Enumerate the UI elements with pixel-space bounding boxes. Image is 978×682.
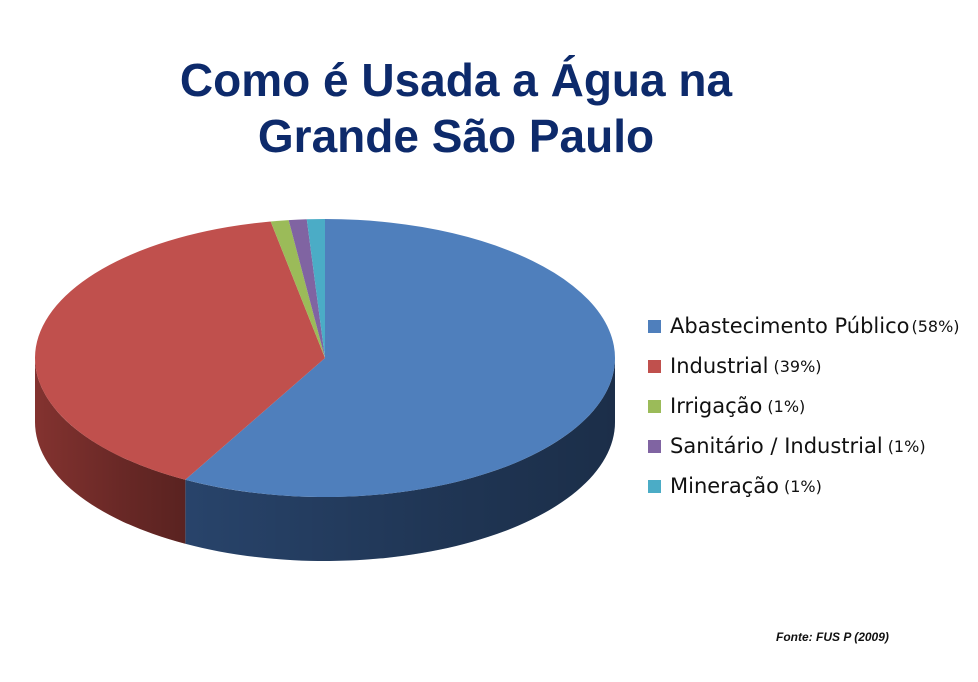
legend-item-sanitario-industrial: Sanitário / Industrial (1%) xyxy=(648,426,960,466)
pie-slices xyxy=(34,219,615,497)
legend-swatch xyxy=(648,319,661,333)
legend-label: Industrial xyxy=(670,354,769,378)
pie-slice-irrigacao xyxy=(270,220,325,358)
legend-swatch xyxy=(648,479,661,493)
legend-swatch xyxy=(648,439,661,453)
pie-slice-industrial xyxy=(34,221,325,480)
legend-swatch xyxy=(648,359,661,373)
title-line-2: Grande São Paulo xyxy=(257,110,655,162)
legend-item-irrigacao: Irrigação (1%) xyxy=(648,386,960,426)
pie-side-shade-abastecimento xyxy=(185,358,615,561)
legend-percent: (39%) xyxy=(773,356,822,376)
legend-percent: (1%) xyxy=(783,476,822,496)
pie-slice-mineracao xyxy=(306,219,325,358)
pie-slice-sanitario-industrial xyxy=(288,219,325,358)
pie-side-shade-industrial xyxy=(35,358,186,544)
pie-slice-abastecimento xyxy=(185,219,615,497)
legend-label: Mineração xyxy=(670,474,779,498)
title-line-1: Como é Usada a Água na xyxy=(179,54,733,106)
legend-label: Sanitário / Industrial xyxy=(670,434,883,458)
legend: Abastecimento Público (58%) Industrial (… xyxy=(648,306,960,506)
legend-label: Irrigação xyxy=(670,394,763,418)
pie-sides xyxy=(35,358,615,561)
legend-item-industrial: Industrial (39%) xyxy=(648,346,960,386)
legend-item-mineracao: Mineração (1%) xyxy=(648,466,960,506)
chart-title: Como é Usada a Água na Grande São Paulo xyxy=(0,52,912,164)
legend-label: Abastecimento Público xyxy=(670,314,910,338)
legend-percent: (1%) xyxy=(767,396,806,416)
legend-percent: (1%) xyxy=(887,436,926,456)
legend-swatch xyxy=(648,399,661,413)
legend-percent: (58%) xyxy=(911,316,960,336)
source-note: Fonte: FUS P (2009) xyxy=(776,630,889,644)
legend-item-abastecimento: Abastecimento Público (58%) xyxy=(648,306,960,346)
